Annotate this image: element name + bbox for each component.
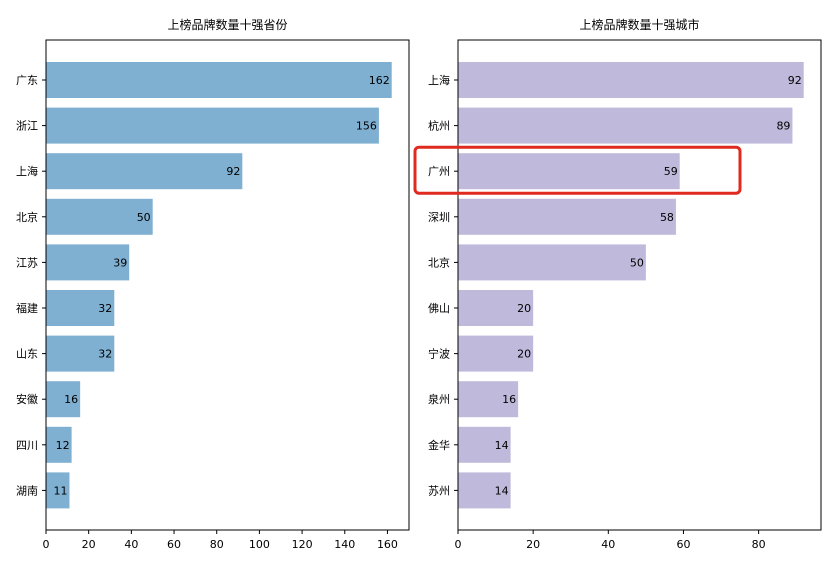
city-data-label: 20	[517, 348, 531, 361]
province-bar-9	[46, 426, 72, 463]
city-data-label: 89	[776, 120, 790, 133]
province-data-label: 16	[64, 393, 78, 406]
province-xtick-label: 140	[334, 538, 355, 551]
city-category-label: 上海	[428, 73, 450, 87]
province-data-label: 156	[356, 120, 377, 133]
city-xtick-label: 40	[601, 538, 615, 551]
city-category-label: 宁波	[428, 347, 450, 361]
city-bar-10	[458, 472, 511, 509]
province-xtick-label: 60	[167, 538, 181, 551]
province-xtick-label: 40	[124, 538, 138, 551]
city-bar-7	[458, 335, 534, 372]
city-category-label: 广州	[428, 165, 450, 178]
city-category-label: 佛山	[428, 302, 450, 315]
city-bar-8	[458, 381, 519, 418]
province-category-label: 上海	[16, 164, 38, 178]
city-xtick-label: 0	[455, 538, 462, 551]
province-category-label: 安徽	[16, 392, 38, 406]
province-category-label: 江苏	[16, 256, 38, 269]
city-data-label: 14	[495, 484, 509, 497]
city-bar-1	[458, 62, 804, 98]
province-category-label: 四川	[16, 439, 38, 452]
city-chart-title: 上榜品牌数量十强城市	[579, 17, 699, 32]
city-xtick-label: 60	[676, 538, 690, 551]
province-category-label: 山东	[16, 348, 38, 361]
highlight-box	[413, 145, 742, 195]
city-bar-6	[458, 290, 534, 326]
province-xtick-label: 20	[82, 538, 96, 551]
province-data-label: 32	[98, 348, 112, 361]
city-category-label: 深圳	[428, 211, 450, 224]
province-data-label: 11	[53, 484, 67, 497]
province-bar-4	[46, 198, 153, 235]
city-category-label: 北京	[428, 255, 450, 269]
province-category-label: 浙江	[16, 120, 38, 133]
city-data-label: 58	[660, 211, 674, 224]
province-axes-frame	[45, 39, 410, 531]
city-data-label: 14	[495, 439, 509, 452]
province-data-label: 12	[56, 439, 70, 452]
city-data-label: 92	[788, 74, 802, 87]
province-data-label: 92	[226, 165, 240, 178]
city-category-label: 杭州	[428, 119, 450, 133]
province-xtick-label: 160	[377, 538, 398, 551]
city-data-label: 50	[630, 256, 644, 269]
province-data-label: 162	[369, 74, 390, 87]
city-category-label: 苏州	[428, 484, 450, 497]
city-bar-9	[458, 426, 511, 463]
province-bar-8	[46, 381, 81, 418]
province-bar-3	[46, 153, 243, 190]
province-category-label: 广东	[16, 74, 38, 87]
province-category-label: 福建	[16, 301, 38, 315]
city-bar-2	[458, 107, 793, 144]
province-bar-10	[46, 472, 70, 509]
city-bar-5	[458, 244, 646, 281]
city-category-label: 泉州	[428, 392, 450, 406]
province-data-label: 32	[98, 302, 112, 315]
province-category-label: 湖南	[16, 484, 38, 497]
province-xtick-label: 100	[249, 538, 270, 551]
province-bar-1	[46, 62, 392, 98]
province-bar-2	[46, 107, 379, 144]
province-data-label: 50	[137, 211, 151, 224]
city-bar-3	[458, 153, 680, 190]
province-chart-title: 上榜品牌数量十强省份	[167, 17, 287, 32]
province-data-label: 39	[113, 256, 127, 269]
city-xtick-label: 20	[526, 538, 540, 551]
province-xtick-label: 120	[292, 538, 313, 551]
province-category-label: 北京	[16, 210, 38, 224]
province-xtick-label: 0	[43, 538, 50, 551]
city-category-label: 金华	[428, 438, 450, 452]
province-bar-5	[46, 244, 130, 281]
city-bar-4	[458, 198, 676, 235]
province-xtick-label: 80	[210, 538, 224, 551]
city-data-label: 59	[664, 165, 678, 178]
city-data-label: 20	[517, 302, 531, 315]
city-xtick-label: 80	[752, 538, 766, 551]
province-bar-6	[46, 290, 115, 326]
city-data-label: 16	[502, 393, 516, 406]
province-bar-7	[46, 335, 115, 372]
city-axes-frame	[457, 39, 822, 531]
